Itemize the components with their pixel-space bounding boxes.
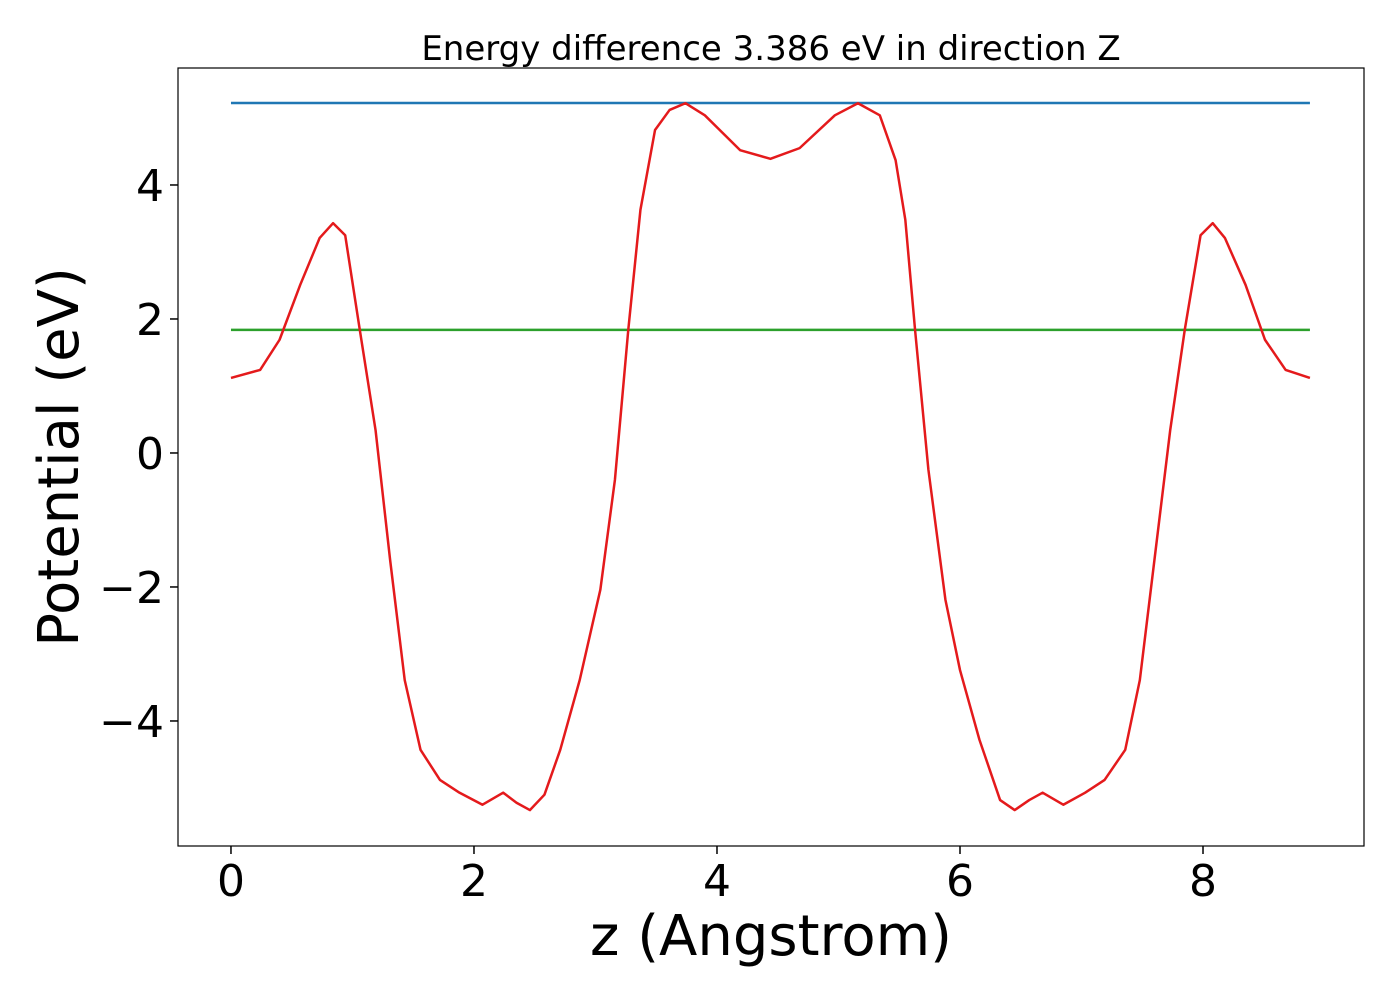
y-tick-label: 4 <box>136 161 164 212</box>
y-tick-label: 0 <box>136 429 164 480</box>
y-tick-label: 2 <box>136 295 164 346</box>
x-tick-label: 4 <box>703 856 731 907</box>
chart-title: Energy difference 3.386 eV in direction … <box>421 29 1120 69</box>
plot-frame <box>177 67 1365 847</box>
x-tick-label: 6 <box>946 856 974 907</box>
x-axis-label: z (Angstrom) <box>590 904 952 969</box>
y-axis-label: Potential (eV) <box>27 267 92 647</box>
x-tick-label: 0 <box>217 856 245 907</box>
x-tick-label: 8 <box>1189 856 1217 907</box>
y-tick-label: −4 <box>99 697 164 748</box>
line-series <box>230 101 1311 812</box>
y-tick-label: −2 <box>99 563 164 614</box>
x-tick-label: 2 <box>460 856 488 907</box>
